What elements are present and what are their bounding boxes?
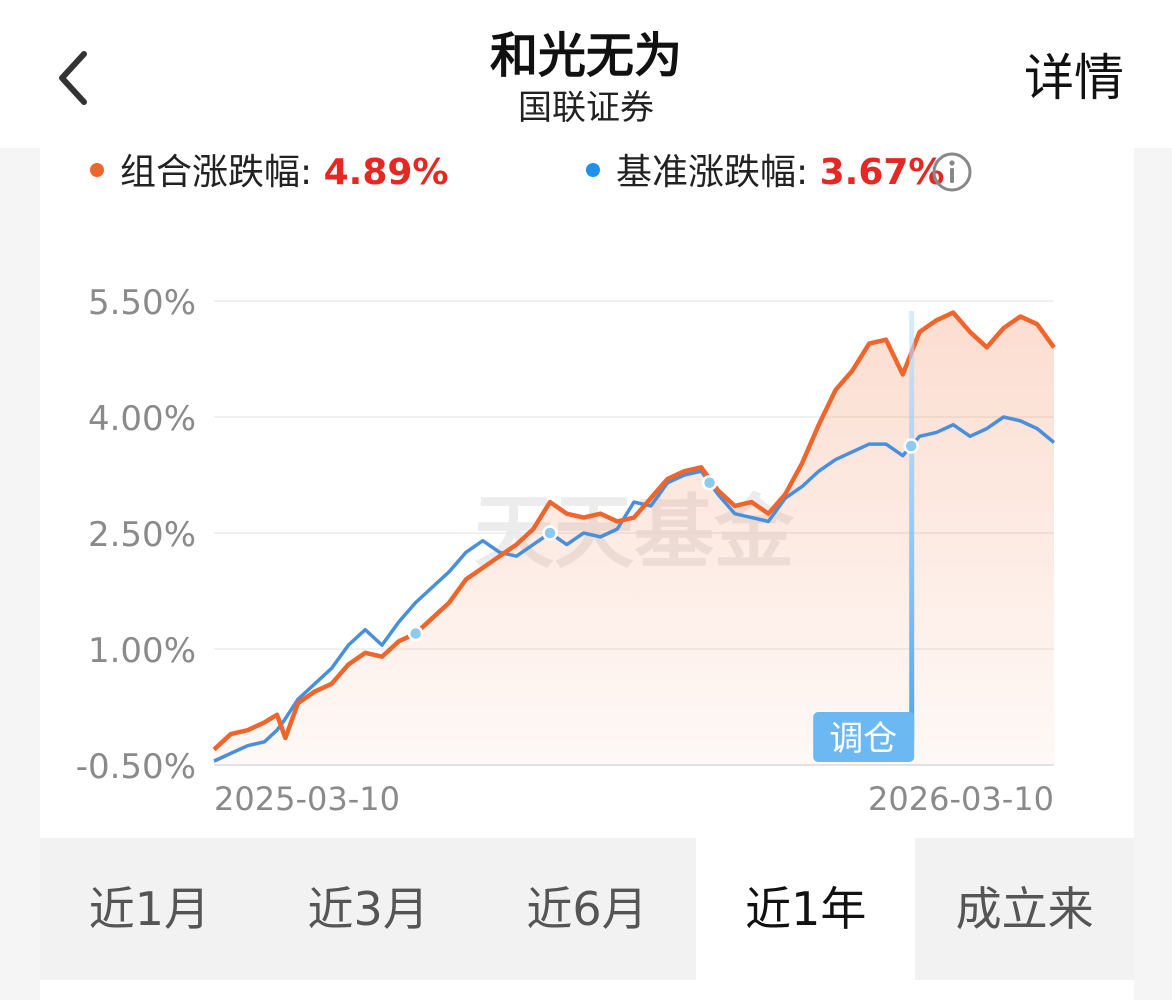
rebalance-line bbox=[909, 311, 915, 741]
benchmark-label: 基准涨跌幅: bbox=[616, 152, 809, 193]
rebalance-marker[interactable] bbox=[701, 474, 718, 491]
back-arrow-icon[interactable] bbox=[50, 46, 100, 110]
y-tick-label: 4.00% bbox=[88, 399, 196, 439]
tab-since-inception[interactable]: 成立来 bbox=[955, 882, 1094, 936]
tab-1-year[interactable]: 近1年 bbox=[696, 838, 916, 980]
portfolio-area bbox=[214, 312, 1054, 765]
card-bottom bbox=[40, 980, 1134, 1000]
tab-1-month[interactable]: 近1月 bbox=[88, 882, 211, 936]
page-subtitle: 国联证券 bbox=[518, 88, 654, 128]
rebalance-label: 调仓 bbox=[829, 719, 897, 759]
legend-portfolio: 组合涨跌幅: 4.89% bbox=[90, 150, 449, 196]
legend-benchmark: 基准涨跌幅: 3.67% bbox=[586, 150, 945, 196]
portfolio-value: 4.89% bbox=[323, 152, 449, 193]
x-tick-label-start: 2025-03-10 bbox=[214, 780, 400, 818]
portfolio-label: 组合涨跌幅: bbox=[120, 152, 313, 193]
y-tick-label: -0.50% bbox=[76, 747, 196, 787]
benchmark-value: 3.67% bbox=[819, 152, 945, 193]
rebalance-badge[interactable] bbox=[813, 712, 915, 762]
detail-button[interactable]: 详情 bbox=[1024, 49, 1124, 107]
benchmark-dot-icon bbox=[586, 163, 600, 177]
tab-3-months[interactable]: 近3月 bbox=[307, 882, 429, 936]
rebalance-marker[interactable] bbox=[903, 438, 919, 454]
y-tick-label: 5.50% bbox=[88, 283, 196, 323]
rebalance-marker[interactable] bbox=[407, 625, 424, 642]
x-tick-label-end: 2026-03-10 bbox=[868, 780, 1054, 818]
y-tick-label: 2.50% bbox=[88, 515, 196, 555]
y-tick-label: 1.00% bbox=[88, 631, 196, 671]
tab-6-months[interactable]: 近6月 bbox=[526, 882, 648, 936]
rebalance-marker[interactable] bbox=[542, 525, 558, 541]
period-tabs: 近1月 近3月 近6月 近1年 成立来 bbox=[40, 838, 1134, 980]
performance-chart: 天天基金 调仓 5.50%4.00%2.50%1.00%-0.50%2025-0… bbox=[76, 283, 1056, 818]
page-title: 和光无为 bbox=[489, 28, 682, 84]
info-icon[interactable] bbox=[930, 150, 974, 194]
portfolio-dot-icon bbox=[90, 163, 104, 177]
top-bar: 和光无为 国联证券 详情 bbox=[0, 0, 1172, 148]
